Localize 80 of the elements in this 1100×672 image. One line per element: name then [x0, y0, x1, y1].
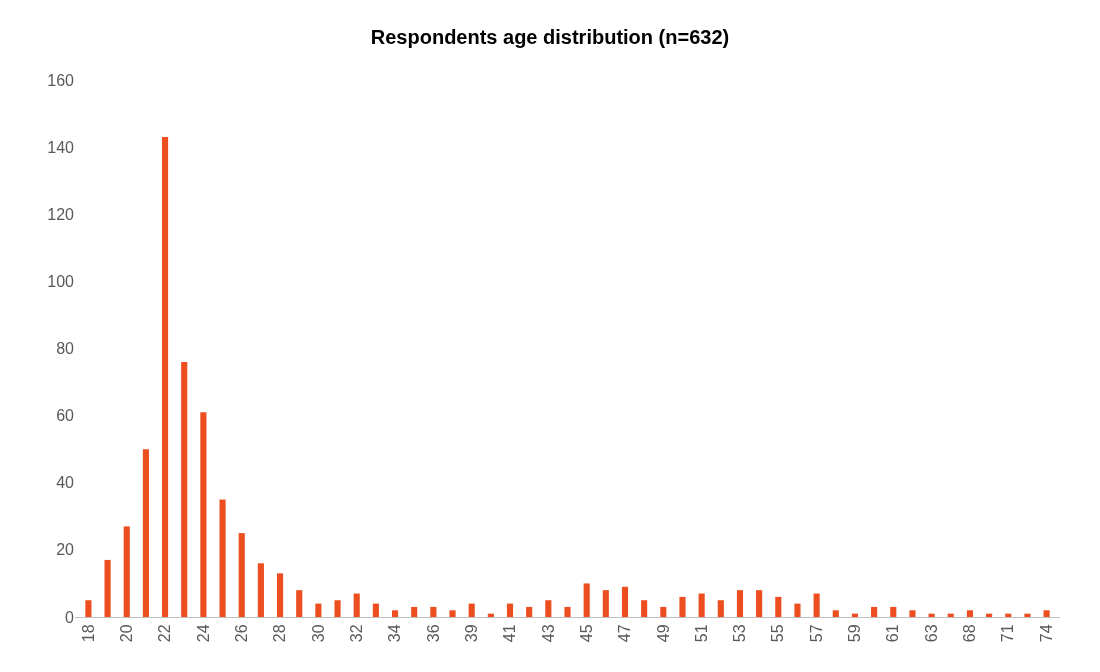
y-tick-label: 160 [47, 71, 75, 89]
x-tick-label: 39 [462, 624, 480, 643]
x-tick-label: 74 [1037, 624, 1055, 643]
x-tick-label: 51 [692, 624, 710, 643]
bar [219, 499, 226, 617]
bar [909, 610, 916, 617]
y-tick-label: 60 [56, 407, 75, 425]
bar [449, 610, 456, 617]
bar [756, 590, 763, 617]
x-tick-label: 32 [347, 624, 365, 643]
x-tick-label: 47 [616, 624, 634, 643]
bar [679, 596, 686, 617]
bar [660, 606, 667, 617]
y-tick-label: 40 [56, 474, 75, 492]
y-tick-label: 100 [47, 272, 75, 290]
x-tick-label: 68 [961, 624, 979, 643]
bar [468, 603, 475, 617]
y-tick-label: 0 [65, 608, 75, 626]
x-tick-label: 22 [156, 624, 174, 643]
bar [104, 559, 111, 617]
bar [85, 600, 92, 617]
bar [526, 606, 533, 617]
bar [890, 606, 897, 617]
bar [736, 590, 744, 617]
x-tick-label: 61 [884, 624, 902, 643]
x-tick-label: 24 [194, 624, 212, 643]
x-tick-label: 59 [846, 624, 864, 643]
y-tick-label: 140 [47, 138, 75, 156]
bar [334, 600, 341, 617]
bar [315, 603, 322, 617]
bar [353, 593, 360, 617]
bar [1043, 610, 1050, 617]
bar [794, 603, 801, 617]
bar [813, 593, 820, 617]
x-tick-label: 55 [769, 624, 787, 643]
x-tick-label: 28 [271, 624, 289, 643]
x-tick-label: 30 [309, 624, 327, 643]
bar [430, 606, 437, 617]
x-tick-label: 18 [79, 624, 97, 643]
bar [717, 600, 724, 617]
x-tick-label: 20 [117, 624, 135, 643]
x-tick-label: 34 [386, 624, 404, 643]
bar [411, 606, 418, 617]
bar [832, 610, 839, 617]
bar [142, 449, 149, 617]
y-tick-label: 20 [56, 541, 75, 559]
bar [181, 361, 188, 617]
bar [545, 600, 552, 617]
bar [602, 590, 609, 617]
x-tick-label: 36 [424, 624, 442, 643]
bar [506, 603, 514, 617]
x-tick-label: 43 [539, 624, 557, 643]
bar [162, 137, 169, 617]
bar [966, 610, 973, 617]
y-tick-label: 120 [47, 205, 75, 223]
bar [238, 533, 245, 617]
bar [391, 610, 399, 617]
bar [621, 586, 629, 617]
bar [775, 596, 782, 617]
bar [564, 606, 571, 617]
x-tick-label: 41 [501, 624, 519, 643]
bar [698, 593, 705, 617]
x-tick-label: 45 [577, 624, 595, 643]
bar [257, 563, 264, 617]
bar [583, 583, 590, 617]
x-tick-label: 57 [807, 624, 825, 643]
bar [641, 600, 648, 617]
bar [372, 603, 379, 617]
bar [296, 590, 303, 617]
x-tick-label: 49 [654, 624, 672, 643]
bar [123, 526, 130, 617]
x-tick-label: 71 [999, 624, 1017, 643]
bar [200, 412, 207, 617]
x-tick-label: 63 [922, 624, 940, 643]
x-tick-label: 26 [232, 624, 250, 643]
chart-title: Respondents age distribution (n=632) [370, 26, 730, 49]
y-tick-label: 80 [56, 340, 75, 358]
x-tick-label: 53 [731, 624, 749, 643]
bar [276, 573, 284, 617]
bar [871, 606, 878, 617]
